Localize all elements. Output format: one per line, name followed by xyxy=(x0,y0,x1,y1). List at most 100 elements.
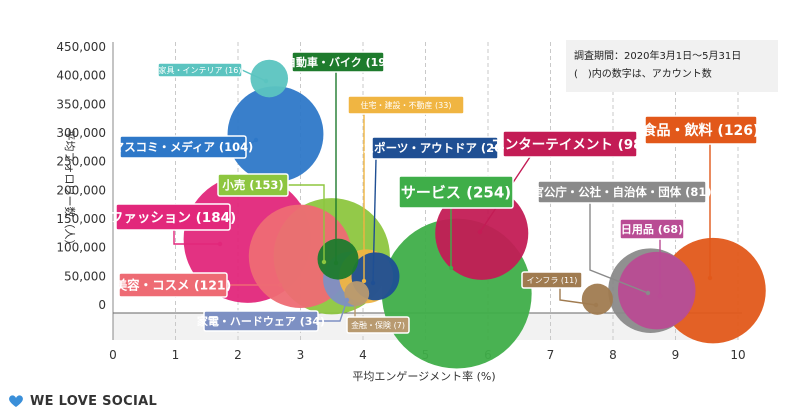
bubble xyxy=(227,86,324,183)
bubble-label-text: サービス (254) xyxy=(401,183,511,201)
leader-dot xyxy=(217,241,223,247)
leader-dot xyxy=(321,259,327,265)
leader-dot xyxy=(593,302,599,308)
y-tick-label: 50,000 xyxy=(64,269,106,283)
bubble-label: 家電・ハードウェア (34) xyxy=(197,310,325,332)
bubble-label-box xyxy=(217,173,289,197)
bubble xyxy=(617,251,696,330)
leader-line xyxy=(589,203,649,294)
leader-dot xyxy=(707,275,713,281)
leader-dot xyxy=(645,290,651,296)
brand-name: WE LOVE SOCIAL xyxy=(30,393,158,409)
survey-period: 調査期間：2020年3月1日〜5月31日 xyxy=(574,51,742,62)
bubble-label: 日用品 (68) xyxy=(619,218,685,240)
bubble-label-box xyxy=(118,272,228,298)
bubble xyxy=(344,281,370,306)
bubble-label-box xyxy=(347,95,465,115)
x-tick-label: 9 xyxy=(672,348,680,362)
bubble-label-box xyxy=(203,310,319,332)
bubble-label: 官公庁・公社・自治体・団体 (81) xyxy=(532,180,712,204)
bubble-label-box xyxy=(502,130,638,158)
x-tick-label: 8 xyxy=(609,348,617,362)
bubble-label: インフラ (11) xyxy=(521,271,583,289)
leader-dot xyxy=(361,278,367,284)
bubble-label: 小売 (153) xyxy=(217,173,289,197)
y-tick-labels: 0 50,000 100,000 150,000 200,000 250,000 300,0… xyxy=(56,40,106,312)
bubble-label-text: 日用品 (68) xyxy=(621,223,683,236)
bubble xyxy=(317,238,359,280)
bubble-label: 住宅・建設・不動産 (33) xyxy=(347,95,465,115)
leader-dot xyxy=(253,137,259,143)
heart-icon xyxy=(9,395,23,407)
bubble-label-box xyxy=(537,180,707,204)
bubble-label-box xyxy=(115,203,231,231)
bubble-label-box xyxy=(371,136,499,160)
bubble-label: 食品・飲料 (126) xyxy=(643,115,760,145)
bubble-label: 美容・コスメ (121) xyxy=(115,272,231,298)
leader-dot xyxy=(448,265,454,271)
bubble-label: エンターテイメント (98) xyxy=(491,130,649,158)
leader-dot xyxy=(263,78,269,84)
bubble-label-box xyxy=(291,51,385,73)
bubble-label-text: 小売 (153) xyxy=(221,178,283,192)
leader-line xyxy=(372,158,377,284)
bubble-label-text: 住宅・建設・不動産 (33) xyxy=(361,100,452,110)
y-axis-title: 平均フォロワー数（人） xyxy=(63,130,76,251)
y-tick-label: 350,000 xyxy=(56,97,106,111)
leader-dot xyxy=(657,293,663,299)
x-tick-label: 7 xyxy=(547,348,555,362)
x-tick-label: 1 xyxy=(172,348,180,362)
y-tick-label: 400,000 xyxy=(56,69,106,83)
leader-line xyxy=(288,184,325,262)
brand-logo: WE LOVE SOCIAL xyxy=(8,392,157,410)
bubble-label-box xyxy=(521,271,583,289)
bubble-label-box xyxy=(119,135,247,159)
x-tick-label: 3 xyxy=(297,348,305,362)
bubble-label-text: 自動車・バイク (19) xyxy=(285,55,391,69)
bubble-label-text: 家電・ハードウェア (34) xyxy=(197,314,325,328)
bubble-label-text: 官公庁・公社・自治体・団体 (81) xyxy=(532,185,711,199)
y-tick-label: 150,000 xyxy=(56,212,106,226)
leader-dot xyxy=(370,280,376,286)
x-tick-label: 10 xyxy=(730,348,745,362)
bubble-label-box xyxy=(398,175,514,209)
leader-dot xyxy=(477,229,483,235)
x-axis-title: 平均エンゲージメント率 (%) xyxy=(352,369,495,383)
bubble-label-box xyxy=(157,62,243,78)
bubble-label-text: スポーツ・アウトドア (26) xyxy=(363,141,508,155)
bubble-label-text: エンターテイメント (98) xyxy=(491,137,649,153)
bubble-labels: 家具・インテリア (16) 自動車・バイク (19) 住宅・建設・不動産 (33) マ… xyxy=(110,51,760,334)
bubble-label-text: 金融・保険 (7) xyxy=(351,320,405,330)
leader-line xyxy=(173,230,220,245)
bubble-label-text: ファッション (184) xyxy=(110,210,236,226)
leader-dot xyxy=(352,299,358,305)
bubble-label: マスコミ・メディア (104) xyxy=(113,135,253,159)
y-tick-label: 100,000 xyxy=(56,241,106,255)
bubble-label: 自動車・バイク (19) xyxy=(285,51,391,73)
bubble-label-text: マスコミ・メディア (104) xyxy=(113,140,253,154)
y-tick-label: 0 xyxy=(98,298,106,312)
bubble xyxy=(250,59,289,98)
leader-line xyxy=(241,69,267,82)
bubble-label-box xyxy=(644,115,758,145)
bubble-label-text: インフラ (11) xyxy=(527,276,578,285)
y-tick-label: 250,000 xyxy=(56,155,106,169)
leader-dot xyxy=(333,260,339,266)
bubble xyxy=(660,237,766,344)
x-tick-label: 2 xyxy=(234,348,242,362)
bubble-label: サービス (254) xyxy=(398,175,514,209)
bubble-label: ファッション (184) xyxy=(110,203,236,231)
bubble-label: スポーツ・アウトドア (26) xyxy=(363,136,508,160)
leader-line xyxy=(559,288,597,306)
bubble-label: 金融・保険 (7) xyxy=(346,316,410,334)
bubble-label: 家具・インテリア (16) xyxy=(157,62,243,78)
bubble xyxy=(581,283,613,315)
bubbles xyxy=(183,59,766,369)
y-tick-label: 200,000 xyxy=(56,183,106,197)
bubble xyxy=(435,186,529,280)
leader-line xyxy=(318,299,348,322)
bubble-label-text: 食品・飲料 (126) xyxy=(643,122,760,139)
account-count-note: ( )内の数字は、アカウント数 xyxy=(574,69,712,80)
x-tick-label: 4 xyxy=(359,348,367,362)
